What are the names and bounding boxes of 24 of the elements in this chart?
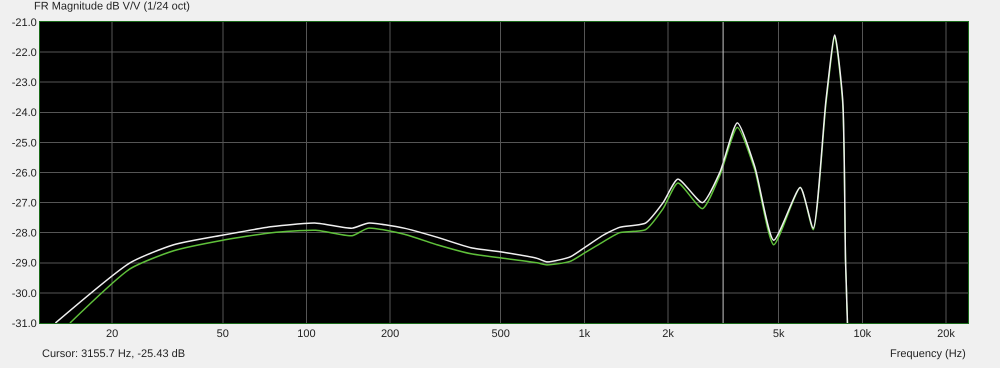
- x-tick-label: 10k: [853, 328, 872, 340]
- x-tick-label: 500: [492, 328, 510, 340]
- x-tick-label: 100: [297, 328, 316, 340]
- y-tick-label: -24.0: [12, 107, 37, 120]
- x-tick-label: 5k: [772, 328, 785, 340]
- x-tick-label: 20: [106, 328, 118, 340]
- chart-title: FR Magnitude dB V/V (1/24 oct): [34, 0, 190, 13]
- y-tick-label: -29.0: [12, 258, 37, 270]
- y-tick-label: -25.0: [12, 137, 37, 150]
- y-tick-label: -31.0: [12, 318, 37, 330]
- x-tick-label: 1k: [578, 328, 591, 340]
- y-tick-label: -28.0: [12, 228, 37, 240]
- text: Cursor: 3155.7 Hz, -25.43 dB: [42, 348, 186, 360]
- x-tick-label: 200: [380, 328, 400, 340]
- y-tick-label: -26.0: [12, 167, 37, 180]
- y-tick-label: -27.0: [12, 197, 37, 210]
- x-axis-title: Frequency (Hz): [890, 348, 966, 360]
- y-tick-label: -21.0: [12, 16, 37, 29]
- x-tick-label: 2k: [662, 328, 674, 340]
- x-tick-label: 50: [216, 328, 229, 340]
- x-tick-label: 20k: [937, 328, 956, 340]
- y-tick-label: -23.0: [12, 77, 37, 90]
- y-tick-label: -30.0: [12, 288, 37, 300]
- y-tick-label: -22.0: [12, 46, 37, 59]
